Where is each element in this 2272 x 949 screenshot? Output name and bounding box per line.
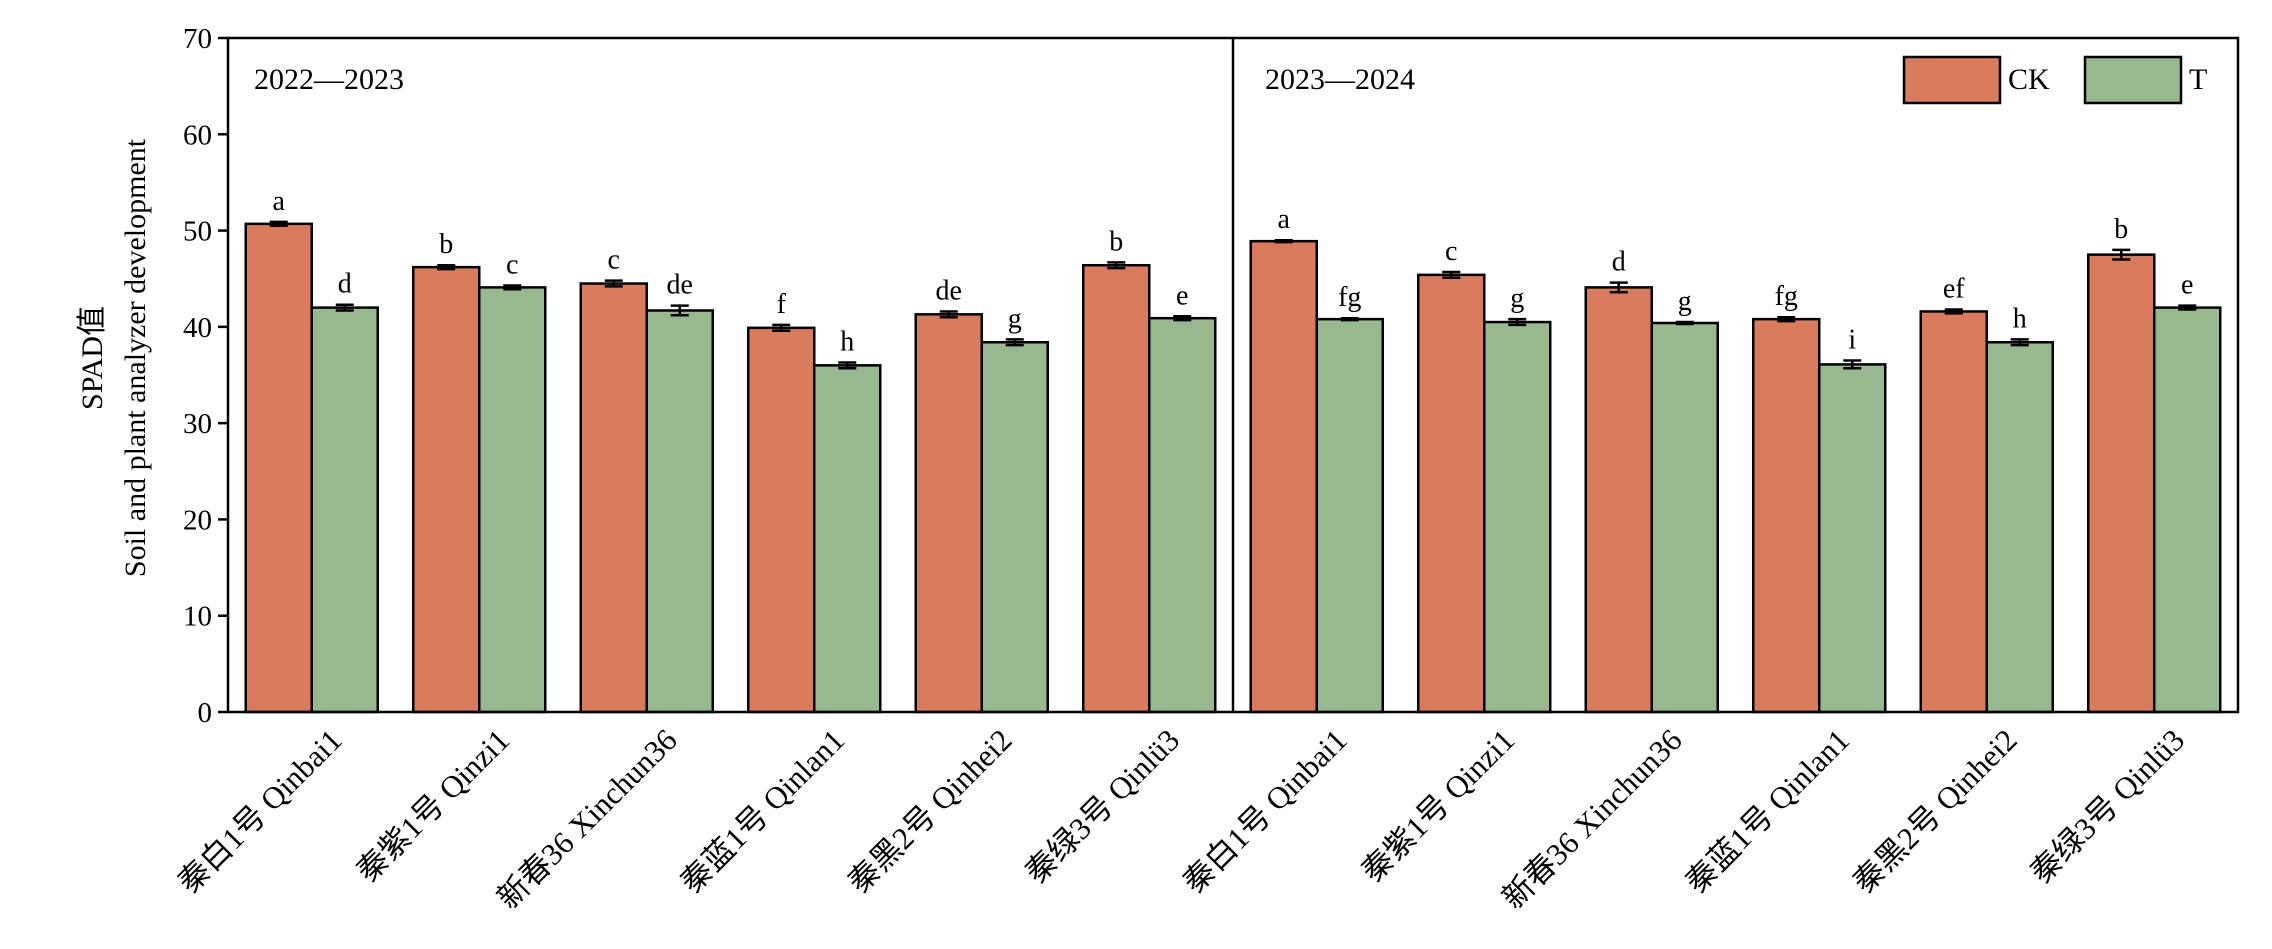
sig-letter-ck-p1-c4: ef [1943, 274, 1965, 305]
bar-ck-p0-c4 [914, 313, 983, 714]
bar-ck-p1-c2 [1584, 286, 1653, 714]
sig-letter-ck-p1-c2: d [1612, 247, 1626, 278]
bar-ck-p0-c3 [747, 326, 816, 714]
y-tick-label-1: 10 [183, 601, 212, 633]
sig-letter-ck-p0-c0: a [273, 186, 286, 217]
sig-letter-t-p1-c5: e [2181, 270, 2193, 301]
bar-t-p0-c5 [1148, 316, 1217, 714]
category-label-p0-c5: 秦绿3号 Qinlü3 [1018, 722, 1186, 890]
sig-letter-t-p0-c4: g [1008, 303, 1022, 334]
sig-letter-t-p0-c0: d [338, 269, 352, 300]
bar-t-p1-c0 [1315, 317, 1384, 714]
panel-label-right: 2023—2024 [1265, 63, 1415, 96]
sig-letter-t-p1-c1: g [1510, 283, 1524, 314]
bar-ck-p1-c5 [2087, 253, 2156, 714]
sig-letter-ck-p1-c1: c [1445, 236, 1457, 267]
bar-ck-p1-c1 [1417, 273, 1486, 714]
bar-ck-p1-c4 [1919, 310, 1988, 714]
category-label-p0-c4: 秦黑2号 Qinhei2 [841, 722, 1019, 900]
y-axis-label-line2: Soil and plant analyzer development [119, 138, 152, 577]
bar-ck-p1-c3 [1752, 317, 1821, 714]
sig-letter-t-p1-c0: fg [1338, 282, 1361, 313]
bar-ck-p0-c1 [412, 265, 481, 714]
legend: CK T [1902, 55, 2207, 105]
category-label-p0-c2: 新春36 Xinchun36 [490, 722, 683, 915]
y-tick-label-2: 20 [183, 504, 212, 536]
category-label-p1-c4: 秦黑2号 Qinhei2 [1846, 722, 2024, 900]
bar-t-p0-c0 [310, 306, 379, 714]
bar-ck-p0-c5 [1082, 263, 1151, 714]
category-label-p0-c1: 秦紫1号 Qinzi1 [350, 722, 517, 889]
bar-t-p1-c2 [1650, 321, 1719, 714]
category-label-p1-c5: 秦绿3号 Qinlü3 [2023, 722, 2191, 890]
category-label-p1-c3: 秦蓝1号 Qinlan1 [1679, 722, 1857, 900]
bar-t-p0-c4 [980, 341, 1049, 714]
sig-letter-ck-p1-c5: b [2114, 214, 2128, 245]
bar-t-p0-c2 [645, 309, 714, 714]
sig-letter-t-p0-c2: de [667, 270, 693, 301]
sig-letter-t-p1-c3: i [1848, 325, 1856, 356]
y-tick-label-3: 30 [183, 408, 212, 440]
sig-letter-t-p1-c2: g [1678, 286, 1692, 317]
category-label-p1-c1: 秦紫1号 Qinzi1 [1355, 722, 1522, 889]
bar-t-p1-c1 [1483, 320, 1552, 714]
bar-t-p0-c1 [478, 286, 547, 714]
bar-ck-p0-c2 [579, 282, 648, 714]
sig-letter-ck-p0-c2: c [608, 245, 620, 276]
y-axis-label-line1: SPAD值 [76, 306, 109, 410]
sig-letter-t-p1-c4: h [2013, 303, 2027, 334]
legend-label-ck: CK [2008, 63, 2050, 96]
category-label-p0-c3: 秦蓝1号 Qinlan1 [674, 722, 852, 900]
legend-swatch-t [2083, 55, 2183, 105]
category-label-p1-c0: 秦白1号 Qinbai1 [1176, 722, 1354, 900]
y-tick-label-7: 70 [183, 23, 212, 55]
bar-t-p1-c3 [1818, 363, 1887, 714]
sig-letter-ck-p1-c0: a [1278, 204, 1291, 235]
bar-ck-p1-c0 [1249, 239, 1318, 714]
legend-label-t: T [2189, 63, 2207, 96]
panel-label-left: 2022—2023 [254, 63, 404, 96]
bar-t-p1-c4 [1985, 341, 2054, 714]
bar-t-p0-c3 [813, 364, 882, 714]
y-tick-label-6: 60 [183, 119, 212, 151]
sig-letter-ck-p0-c3: f [777, 289, 787, 320]
category-label-p0-c0: 秦白1号 Qinbai1 [171, 722, 349, 900]
bar-ck-p0-c0 [244, 222, 313, 714]
sig-letter-t-p0-c1: c [506, 249, 518, 280]
legend-swatch-ck [1902, 55, 2002, 105]
bar-t-p1-c5 [2153, 306, 2222, 714]
sig-letter-t-p0-c5: e [1176, 280, 1188, 311]
sig-letter-t-p0-c3: h [840, 326, 854, 357]
y-tick-label-0: 0 [198, 697, 213, 729]
y-tick-label-5: 50 [183, 216, 212, 248]
sig-letter-ck-p0-c1: b [439, 229, 453, 260]
y-tick-label-4: 40 [183, 312, 212, 344]
sig-letter-ck-p0-c5: b [1109, 226, 1123, 257]
category-label-p1-c2: 新春36 Xinchun36 [1495, 722, 1688, 915]
sig-letter-ck-p1-c3: fg [1775, 281, 1798, 312]
sig-letter-ck-p0-c4: de [936, 275, 962, 306]
